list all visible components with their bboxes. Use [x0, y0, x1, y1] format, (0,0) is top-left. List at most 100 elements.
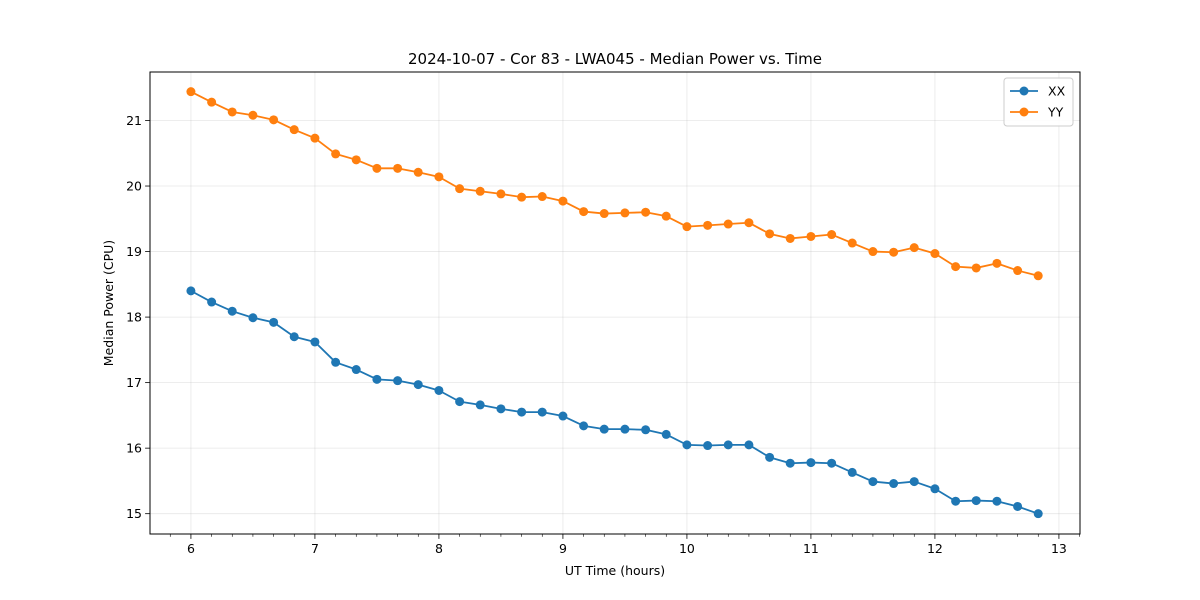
data-point-yy — [269, 115, 279, 125]
data-point-xx — [269, 317, 279, 327]
data-point-yy — [475, 186, 485, 196]
data-point-yy — [537, 192, 547, 202]
data-point-yy — [951, 262, 961, 272]
data-point-yy — [331, 149, 341, 159]
data-point-xx — [1033, 509, 1043, 519]
y-tick-label: 19 — [126, 244, 142, 259]
data-point-yy — [744, 218, 754, 228]
data-point-yy — [847, 238, 857, 248]
data-point-xx — [393, 376, 403, 386]
x-tick-label: 6 — [187, 541, 195, 556]
data-point-yy — [661, 211, 671, 221]
data-point-yy — [641, 207, 651, 217]
data-point-yy — [703, 220, 713, 230]
data-point-xx — [620, 424, 630, 434]
data-point-xx — [537, 407, 547, 417]
data-point-yy — [599, 209, 609, 219]
legend-marker-xx — [1019, 86, 1029, 96]
data-point-xx — [372, 374, 382, 384]
data-point-xx — [641, 425, 651, 435]
data-point-xx — [455, 397, 465, 407]
data-point-xx — [744, 440, 754, 450]
grid — [150, 72, 1080, 534]
data-point-yy — [289, 125, 299, 135]
y-tick-label: 21 — [126, 113, 142, 128]
data-point-yy — [682, 222, 692, 232]
data-point-xx — [351, 365, 361, 375]
data-point-xx — [475, 400, 485, 410]
data-point-xx — [785, 458, 795, 468]
series-xx — [186, 286, 1043, 519]
data-point-xx — [289, 332, 299, 342]
data-point-xx — [868, 477, 878, 487]
data-point-yy — [517, 192, 527, 202]
y-tick-label: 16 — [126, 441, 142, 456]
data-point-xx — [413, 380, 423, 390]
data-point-yy — [351, 155, 361, 165]
data-point-xx — [971, 496, 981, 506]
data-point-xx — [517, 407, 527, 417]
data-point-xx — [496, 404, 506, 414]
data-point-xx — [723, 440, 733, 450]
data-point-xx — [599, 424, 609, 434]
data-point-yy — [992, 258, 1002, 268]
data-point-xx — [558, 411, 568, 421]
data-point-yy — [186, 87, 196, 97]
data-point-yy — [1013, 266, 1023, 276]
x-tick-label: 10 — [679, 541, 695, 556]
y-tick-label: 18 — [126, 310, 142, 325]
x-tick-label: 13 — [1051, 541, 1067, 556]
y-axis: 15 16 17 18 19 20 21 — [126, 113, 150, 521]
data-point-yy — [434, 172, 444, 182]
data-point-yy — [413, 167, 423, 177]
plot-frame — [149, 71, 1081, 535]
data-point-xx — [951, 496, 961, 506]
x-axis-label: UT Time (hours) — [565, 563, 665, 578]
data-point-yy — [372, 163, 382, 173]
data-point-yy — [889, 247, 899, 257]
data-point-xx — [661, 429, 671, 439]
data-point-yy — [579, 207, 589, 217]
data-point-xx — [248, 313, 258, 323]
data-point-xx — [703, 441, 713, 451]
data-point-xx — [992, 496, 1002, 506]
data-point-yy — [496, 189, 506, 199]
data-point-xx — [909, 477, 919, 487]
data-point-yy — [785, 233, 795, 243]
y-axis-label: Median Power (CPU) — [101, 240, 116, 366]
legend: XX YY — [1003, 77, 1074, 127]
data-point-yy — [765, 229, 775, 239]
data-point-yy — [248, 110, 258, 120]
data-point-yy — [455, 184, 465, 194]
chart-title: 2024-10-07 - Cor 83 - LWA045 - Median Po… — [408, 50, 822, 68]
data-point-yy — [558, 196, 568, 206]
series-layer — [186, 87, 1043, 519]
data-point-xx — [765, 452, 775, 462]
data-point-xx — [331, 357, 341, 367]
data-point-yy — [227, 107, 237, 117]
x-tick-label: 8 — [435, 541, 443, 556]
data-point-yy — [310, 133, 320, 143]
data-point-yy — [971, 263, 981, 273]
x-axis: 6 7 8 9 10 11 12 13 — [187, 534, 1067, 556]
data-point-yy — [868, 247, 878, 257]
data-point-xx — [227, 306, 237, 316]
data-point-yy — [806, 231, 816, 241]
series-yy — [186, 87, 1043, 281]
data-point-yy — [1033, 271, 1043, 281]
data-point-xx — [682, 440, 692, 450]
legend-marker-yy — [1019, 107, 1029, 117]
data-point-yy — [620, 208, 630, 218]
data-point-xx — [1013, 501, 1023, 511]
data-point-xx — [847, 467, 857, 477]
data-point-xx — [889, 479, 899, 489]
data-point-yy — [393, 163, 403, 173]
x-tick-label: 7 — [311, 541, 319, 556]
data-point-xx — [930, 484, 940, 494]
legend-label-yy: YY — [1047, 105, 1064, 120]
data-point-yy — [909, 243, 919, 253]
data-point-yy — [827, 230, 837, 240]
x-minor-ticks — [169, 534, 1080, 537]
data-point-xx — [207, 297, 217, 307]
